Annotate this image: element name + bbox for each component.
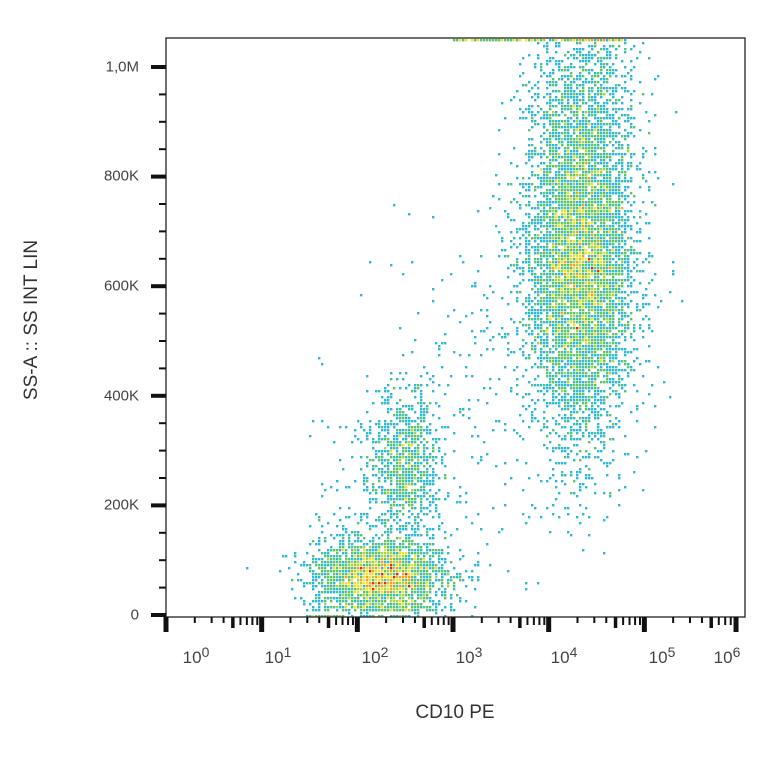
- x-tick-label: 105: [648, 644, 676, 667]
- data-points: [246, 39, 684, 618]
- y-tick-label: 1,0M: [105, 58, 139, 76]
- y-tick-label: 600K: [103, 277, 139, 295]
- x-tick-label: 101: [264, 644, 292, 667]
- plot-border: [165, 37, 746, 618]
- x-tick-label: 100: [182, 644, 210, 667]
- x-tick-label: 104: [550, 644, 578, 667]
- x-tick-label: 106: [713, 644, 741, 667]
- x-axis-title: CD10 PE: [415, 702, 495, 723]
- y-axis-title: SS-A :: SS INT LIN: [21, 239, 42, 401]
- y-tick-label: 400K: [103, 387, 139, 405]
- axes: [151, 65, 739, 632]
- x-tick-label: 103: [455, 644, 483, 667]
- y-tick-label: 200K: [103, 496, 139, 514]
- y-tick-label: 800K: [103, 167, 139, 185]
- x-tick-label: 102: [361, 644, 389, 667]
- y-tick-label: 0: [130, 606, 139, 624]
